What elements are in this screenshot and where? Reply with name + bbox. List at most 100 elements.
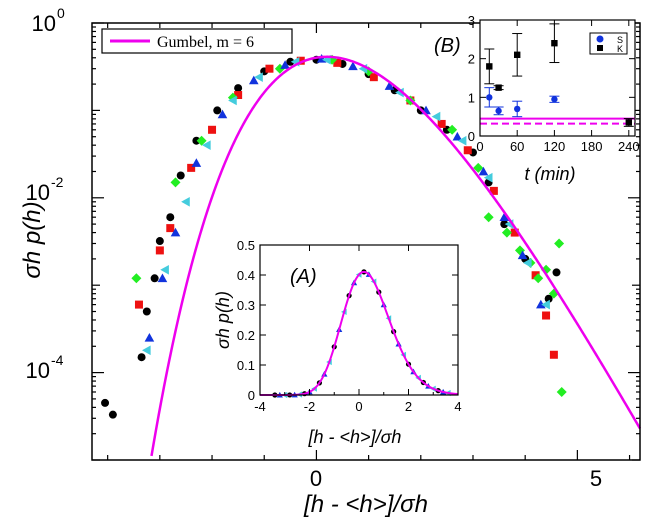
inset-a-bg — [260, 245, 458, 395]
data-point-red — [296, 56, 305, 65]
data-point-green — [447, 124, 458, 135]
inset-b-legend: S K — [589, 32, 628, 55]
data-point-cyan — [457, 135, 467, 146]
data-point-red — [134, 300, 143, 309]
data-point-blue — [452, 131, 463, 141]
x-tick-label-0: 0 — [310, 466, 322, 491]
data-point-blue — [217, 109, 228, 119]
inset-a-x-tick-label: -4 — [254, 399, 266, 414]
main-legend: Gumbel, m = 6 — [101, 28, 293, 54]
data-point-green — [501, 227, 512, 238]
data-point-blue — [536, 299, 546, 309]
data-point-cyan — [483, 172, 493, 183]
data-point-red — [265, 64, 274, 73]
inset-a-y-tick-label: 0.4 — [237, 268, 255, 283]
data-point-green — [170, 177, 181, 188]
inset-a-y-tick-label: 0.1 — [237, 358, 255, 373]
data-point-cyan — [431, 111, 441, 122]
inset-b-point-K — [495, 84, 502, 91]
data-point-black — [234, 84, 243, 93]
data-point-blue — [517, 250, 528, 260]
inset-b-point-K — [625, 119, 632, 126]
inset-b-x-tick-label: 120 — [544, 139, 566, 154]
data-point-blue — [499, 212, 510, 222]
y-tick-label-1e-2: 10 — [26, 180, 50, 205]
data-point-red — [333, 58, 342, 67]
data-point-red — [234, 91, 243, 100]
data-point-blue — [384, 81, 395, 90]
inset-b-y-tick-label: 3 — [468, 13, 475, 28]
inset-b-y-tick-label: 0 — [468, 129, 475, 144]
inset-b-point-K — [514, 51, 521, 58]
main-plot-frame — [91, 22, 641, 461]
data-point-black — [137, 353, 146, 362]
inset-a-y-tick-label: 0.2 — [237, 328, 255, 343]
data-point-cyan — [202, 140, 211, 150]
data-point-cyan — [181, 196, 190, 207]
data-point-black — [142, 307, 151, 316]
data-point-green — [483, 212, 494, 223]
inset-b-legend-s-label: S — [617, 35, 623, 45]
data-point-green — [533, 273, 544, 284]
inset-a-x-axis-title: [h - <h>]/σh — [308, 427, 402, 447]
data-point-red — [489, 186, 498, 195]
data-point-black — [213, 106, 222, 115]
data-point-red — [437, 119, 446, 128]
data-point-black — [166, 213, 175, 222]
inset-b-point-S — [514, 105, 521, 113]
inset-b-x-tick-label: 180 — [581, 139, 603, 154]
data-point-blue — [280, 60, 290, 69]
data-point-green — [274, 63, 285, 74]
data-point-blue — [478, 166, 489, 176]
data-point-black — [500, 220, 509, 229]
data-point-black — [155, 237, 164, 246]
inset-a-title: (A) — [290, 266, 317, 288]
inset-a-y-tick-label: 0.5 — [237, 238, 255, 253]
data-point-red — [531, 271, 540, 280]
inset-a-x-tick-label: 2 — [405, 399, 412, 414]
inset-b-y-tick-label: 2 — [468, 52, 475, 67]
inset-b-x-tick-label: 0 — [476, 139, 483, 154]
data-point-black — [286, 57, 295, 66]
data-point-black — [544, 294, 553, 303]
y-tick-label-1e-4-exp: -4 — [51, 352, 64, 368]
data-point-green — [556, 386, 567, 397]
inset-b-point-S — [486, 94, 493, 101]
data-point-green — [473, 162, 484, 173]
inset-b-x-tick-label: 60 — [510, 139, 524, 154]
data-point-blue — [144, 333, 155, 342]
data-point-black — [552, 268, 561, 277]
data-point-red — [510, 228, 519, 237]
inset-a-x-tick-label: 0 — [355, 399, 362, 414]
y-tick-label-1e-4: 10 — [26, 358, 50, 383]
data-point-cyan — [228, 95, 237, 106]
inset-b-legend-s-marker — [596, 35, 604, 43]
y-tick-label-1e0: 10 — [32, 11, 56, 36]
data-point-red — [187, 163, 196, 172]
inset-b-point-S — [495, 107, 502, 115]
inset-b-x-tick-label: 240 — [618, 139, 640, 154]
inset-b-legend-k-marker — [597, 45, 603, 51]
data-point-cyan — [142, 345, 151, 356]
inset-b-legend-k-label: K — [617, 44, 623, 54]
data-point-green — [554, 238, 565, 249]
inset-a-x-tick-label: 4 — [454, 399, 461, 414]
data-point-blue — [248, 75, 259, 85]
data-point-blue — [191, 158, 202, 167]
data-point-black — [150, 274, 159, 283]
data-point-blue — [348, 61, 358, 71]
data-point-cyan — [541, 299, 550, 310]
data-point-cyan — [160, 265, 169, 275]
data-point-red — [463, 146, 472, 155]
data-point-blue — [157, 273, 168, 283]
main-x-axis-title: [h - <h>]/σh — [303, 491, 428, 518]
inset-a-y-axis-title: σh p(h) — [213, 291, 233, 349]
inset-a-x-tick-label: -2 — [304, 399, 316, 414]
inset-b-y-tick-label: 1 — [468, 90, 475, 105]
data-point-red — [542, 311, 551, 320]
data-point-red — [208, 125, 217, 134]
x-tick-label-5: 5 — [590, 466, 602, 491]
data-point-red — [166, 224, 175, 233]
data-point-blue — [170, 227, 181, 237]
